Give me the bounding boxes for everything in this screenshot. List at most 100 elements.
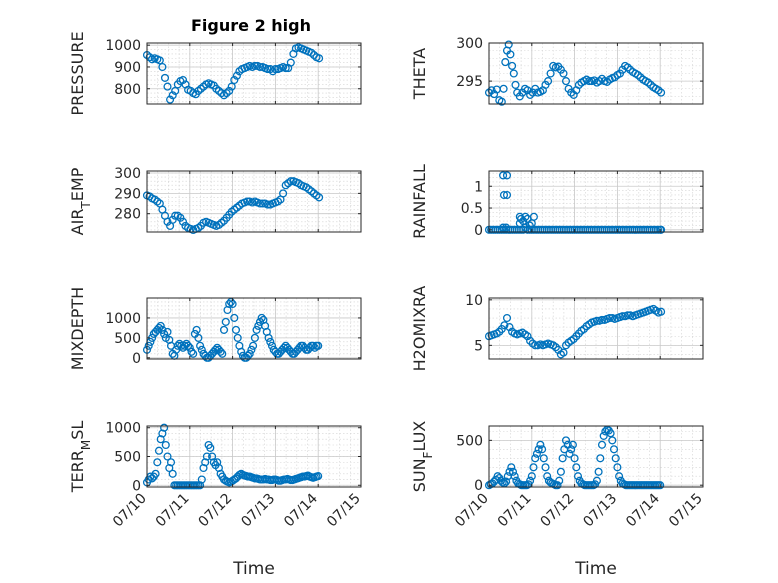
data-point <box>543 472 552 481</box>
data-point <box>156 435 165 444</box>
data-point <box>192 325 201 334</box>
data-point <box>534 445 543 454</box>
data-point <box>633 70 642 80</box>
subplot-mixdepth: 0 500 1000 MIXDEPTH <box>68 287 362 370</box>
data-point <box>521 223 530 232</box>
data-point <box>595 77 604 86</box>
data-point <box>307 48 316 57</box>
data-point <box>526 476 535 485</box>
data-point <box>636 73 645 82</box>
x-tick-label: 07/14 <box>281 490 321 530</box>
data-point <box>221 317 230 326</box>
y-tick-label: 900 <box>114 60 141 76</box>
subplot-air-temp: 280 290 300 AIRTEMP <box>68 166 362 235</box>
data-point <box>499 223 508 232</box>
axes-box <box>146 42 362 105</box>
data-point <box>559 348 568 357</box>
data-point <box>151 469 160 478</box>
data-point <box>572 463 581 472</box>
data-point <box>527 472 536 481</box>
data-point <box>180 341 189 350</box>
data-point <box>267 341 277 350</box>
data-point <box>178 75 188 85</box>
data-point <box>618 312 627 321</box>
data-point <box>217 218 226 227</box>
data-point <box>532 449 541 458</box>
data-point <box>281 64 290 73</box>
data-point <box>184 341 193 350</box>
figure-title: Figure 2 high <box>191 16 311 35</box>
data-point <box>596 454 605 463</box>
axes-box <box>146 297 362 360</box>
x-axis-label: Time <box>232 559 275 579</box>
data-point <box>160 73 170 82</box>
y-tick-label: 500 <box>114 450 141 466</box>
x-tick-label: 07/14 <box>623 490 663 530</box>
data-point <box>531 341 540 350</box>
data-point <box>315 54 324 63</box>
series-mixdepth <box>142 297 323 362</box>
data-point <box>154 446 164 455</box>
data-point <box>555 476 564 485</box>
data-point <box>609 445 619 454</box>
y-tick-label: 295 <box>456 74 483 90</box>
data-point <box>527 219 536 228</box>
y-tick-label: 1000 <box>105 421 141 437</box>
subplot-terr-msl: 0 500 1000 07/10 07/11 07/12 07/13 07/14 07/15 TE… <box>68 421 364 579</box>
subplot-rainfall: 0 0.5 1 RAINFALL <box>410 164 704 239</box>
data-point <box>657 225 666 234</box>
data-point <box>153 458 162 467</box>
data-point <box>585 77 594 86</box>
y-tick-label: 1000 <box>105 38 141 54</box>
data-point <box>226 297 235 307</box>
data-point <box>196 341 205 350</box>
y-axis-label: RAINFALL <box>410 164 429 239</box>
data-point <box>237 347 246 356</box>
y-axis-label: TERRMSL <box>68 421 93 494</box>
data-point <box>499 190 509 200</box>
data-point <box>605 313 614 323</box>
data-point <box>623 63 632 72</box>
y-tick-label: 300 <box>456 36 483 52</box>
data-point <box>194 333 203 342</box>
plot-area <box>147 43 361 104</box>
data-point <box>255 199 265 208</box>
x-tick-label: 07/11 <box>495 491 535 531</box>
data-point <box>314 472 323 481</box>
data-point <box>178 217 188 226</box>
plot-area <box>489 298 703 359</box>
data-point <box>657 307 666 316</box>
data-point <box>168 215 177 224</box>
data-point <box>531 454 540 463</box>
data-point <box>565 449 574 458</box>
x-tick-label: 07/12 <box>538 491 578 531</box>
data-point <box>309 341 318 350</box>
data-point <box>266 65 275 74</box>
data-point <box>611 454 620 463</box>
data-point <box>271 65 280 74</box>
data-point <box>501 58 510 67</box>
data-point <box>529 463 538 472</box>
data-point <box>245 349 254 358</box>
data-point <box>286 177 295 186</box>
data-point <box>279 343 289 352</box>
data-point <box>286 58 295 67</box>
y-tick-label: 10 <box>465 293 483 309</box>
series-rainfall <box>484 171 666 234</box>
plot-area <box>489 171 703 232</box>
axes-box <box>488 170 704 233</box>
data-point <box>526 90 535 99</box>
series-sun-flux <box>484 425 665 490</box>
data-point <box>644 78 653 87</box>
data-point <box>230 313 239 322</box>
y-tick-label: 0 <box>132 478 141 494</box>
data-point <box>556 467 565 476</box>
data-point <box>499 84 508 93</box>
data-point <box>189 349 198 358</box>
y-tick-label: 290 <box>114 186 141 202</box>
y-tick-label: 800 <box>114 82 141 98</box>
data-point <box>227 82 236 91</box>
data-point <box>606 429 615 438</box>
data-point <box>145 53 154 62</box>
